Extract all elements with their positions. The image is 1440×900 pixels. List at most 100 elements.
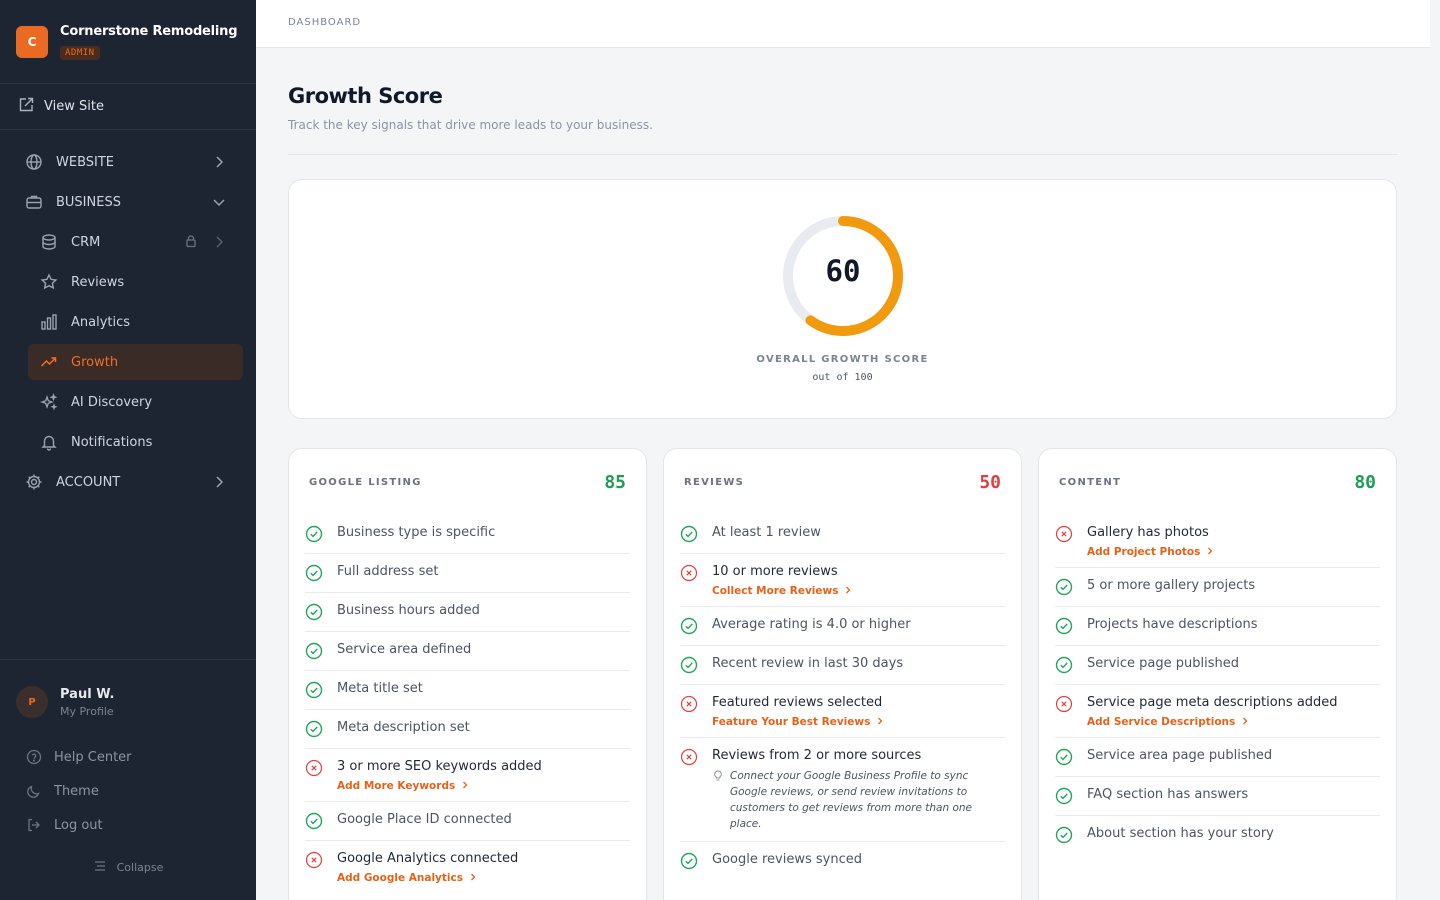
profile-name: Paul W. bbox=[60, 686, 115, 702]
overall-score-label: OVERALL GROWTH SCORE bbox=[756, 354, 929, 365]
check-circle-icon bbox=[305, 525, 323, 543]
external-link-icon bbox=[17, 96, 35, 118]
sidebar-item-website[interactable]: WEBSITE bbox=[12, 144, 243, 180]
sidebar-item-business[interactable]: BUSINESS bbox=[12, 184, 243, 220]
category-cards: GOOGLE LISTING 85 Business type is speci… bbox=[288, 448, 1397, 900]
category-card-google-listing: GOOGLE LISTING 85 Business type is speci… bbox=[288, 448, 647, 900]
x-circle-icon bbox=[680, 695, 698, 713]
check-action-link[interactable]: Add Project Photos bbox=[1087, 546, 1214, 558]
sidebar-item-ai-discovery[interactable]: AI Discovery bbox=[28, 384, 243, 420]
view-site-link[interactable]: View Site bbox=[0, 84, 256, 130]
collapse-label: Collapse bbox=[116, 860, 164, 874]
avatar: P bbox=[16, 686, 48, 718]
briefcase-icon bbox=[25, 193, 43, 211]
check-circle-icon bbox=[680, 656, 698, 674]
sidebar-item-notifications[interactable]: Notifications bbox=[28, 424, 243, 460]
chevron-right-icon bbox=[461, 780, 469, 792]
sidebar-item-label: Analytics bbox=[71, 314, 131, 330]
check-action-link[interactable]: Collect More Reviews bbox=[712, 585, 852, 597]
profile-link[interactable]: P Paul W. My Profile bbox=[0, 660, 256, 718]
collapse-sidebar-button[interactable]: Collapse bbox=[0, 852, 256, 882]
theme-label: Theme bbox=[54, 783, 99, 799]
sidebar-item-label: Reviews bbox=[71, 274, 125, 290]
help-circle-icon bbox=[26, 749, 42, 765]
check-label: FAQ section has answers bbox=[1087, 787, 1249, 802]
help-center-link[interactable]: Help Center bbox=[0, 740, 256, 774]
check-label: Projects have descriptions bbox=[1087, 617, 1258, 632]
check-circle-icon bbox=[305, 642, 323, 660]
chevron-down-icon bbox=[211, 194, 227, 214]
check-circle-icon bbox=[1055, 787, 1073, 805]
check-item: Service area defined bbox=[305, 632, 630, 671]
check-action-link[interactable]: Add Service Descriptions bbox=[1087, 716, 1338, 728]
check-action-link[interactable]: Feature Your Best Reviews bbox=[712, 716, 884, 728]
topbar: DASHBOARD bbox=[256, 0, 1430, 48]
check-hint-text: Connect your Google Business Profile to … bbox=[730, 770, 972, 830]
page-title: Growth Score bbox=[288, 84, 443, 108]
x-circle-icon bbox=[1055, 525, 1073, 543]
check-action-link[interactable]: Add Google Analytics bbox=[337, 872, 518, 884]
bell-icon bbox=[40, 433, 58, 451]
profile-sub: My Profile bbox=[60, 704, 114, 718]
check-list: Gallery has photos Add Project Photos 5 or… bbox=[1039, 515, 1396, 855]
chevron-right-icon bbox=[1206, 546, 1214, 558]
chevron-right-icon bbox=[211, 234, 227, 254]
check-item: Meta title set bbox=[305, 671, 630, 710]
check-list: Business type is specific Full address se… bbox=[289, 515, 646, 893]
check-label: Service page meta descriptions added bbox=[1087, 695, 1338, 710]
logout-link[interactable]: Log out bbox=[0, 808, 256, 842]
logout-icon bbox=[26, 817, 42, 833]
check-item: About section has your story bbox=[1055, 816, 1380, 855]
gear-icon bbox=[25, 473, 43, 491]
x-circle-icon bbox=[1055, 695, 1073, 713]
check-item: Full address set bbox=[305, 554, 630, 593]
check-item: At least 1 review bbox=[680, 515, 1005, 554]
chevron-right-icon bbox=[469, 872, 477, 884]
check-circle-icon bbox=[305, 812, 323, 830]
chevron-right-icon bbox=[211, 474, 227, 494]
sidebar-item-reviews[interactable]: Reviews bbox=[28, 264, 243, 300]
moon-icon bbox=[26, 783, 42, 799]
check-action-link[interactable]: Add More Keywords bbox=[337, 780, 542, 792]
check-label: Service area page published bbox=[1087, 748, 1273, 763]
check-circle-icon bbox=[1055, 656, 1073, 674]
sidebar-item-account[interactable]: ACCOUNT bbox=[12, 464, 243, 500]
check-item: Featured reviews selected Feature Your Be… bbox=[680, 685, 1005, 738]
x-circle-icon bbox=[305, 851, 323, 869]
check-action-label: Feature Your Best Reviews bbox=[712, 716, 871, 728]
check-item: Service page meta descriptions added Add … bbox=[1055, 685, 1380, 738]
card-score: 50 bbox=[979, 472, 1001, 493]
check-circle-icon bbox=[1055, 578, 1073, 596]
chevron-right-icon bbox=[844, 585, 852, 597]
check-circle-icon bbox=[1055, 617, 1073, 635]
check-item: Gallery has photos Add Project Photos bbox=[1055, 515, 1380, 568]
check-circle-icon bbox=[305, 564, 323, 582]
brand-logo: C bbox=[16, 26, 48, 58]
check-label: Recent review in last 30 days bbox=[712, 656, 904, 671]
check-item: Meta description set bbox=[305, 710, 630, 749]
role-badge: ADMIN bbox=[60, 46, 100, 60]
check-action-label: Add Project Photos bbox=[1087, 546, 1201, 558]
breadcrumb[interactable]: DASHBOARD bbox=[288, 17, 362, 28]
check-action-label: Add More Keywords bbox=[337, 780, 456, 792]
sidebar-item-growth[interactable]: Growth bbox=[28, 344, 243, 380]
lightbulb-icon bbox=[712, 770, 724, 832]
check-label: Google reviews synced bbox=[712, 852, 862, 867]
sidebar-item-analytics[interactable]: Analytics bbox=[28, 304, 243, 340]
check-label: Service area defined bbox=[337, 642, 472, 657]
theme-toggle[interactable]: Theme bbox=[0, 774, 256, 808]
x-circle-icon bbox=[680, 748, 698, 766]
sidebar-item-crm[interactable]: CRM bbox=[28, 224, 243, 260]
card-title: CONTENT bbox=[1059, 477, 1122, 488]
check-label: Featured reviews selected bbox=[712, 695, 883, 710]
overall-score-card: 60 OVERALL GROWTH SCORE out of 100 bbox=[288, 179, 1397, 419]
check-label: At least 1 review bbox=[712, 525, 821, 540]
score-ring-arc bbox=[783, 216, 903, 336]
bar-chart-icon bbox=[40, 313, 58, 331]
card-title: GOOGLE LISTING bbox=[309, 477, 422, 488]
card-score: 80 bbox=[1354, 472, 1376, 493]
check-label: About section has your story bbox=[1087, 826, 1274, 841]
brand-header: C Cornerstone Remodeling ADMIN bbox=[0, 0, 256, 84]
check-label: Average rating is 4.0 or higher bbox=[712, 617, 911, 632]
sidebar-nav: WEBSITE BUSINESS CRM bbox=[0, 130, 256, 500]
